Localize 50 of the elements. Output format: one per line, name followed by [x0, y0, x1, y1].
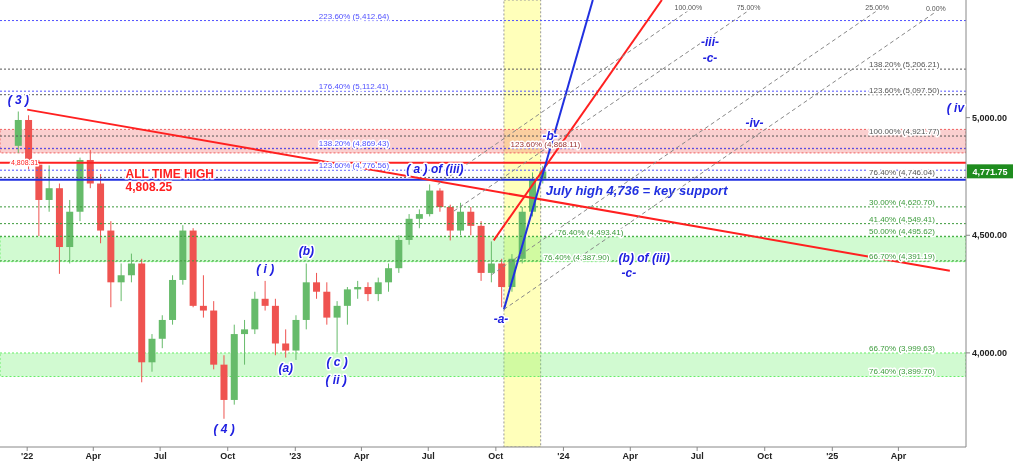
annotation: 76.40% (4,746.04): [869, 168, 936, 178]
annotation: (b): [298, 244, 314, 259]
x-tick-label: '23: [289, 451, 302, 462]
annotation: ( 4 ): [213, 421, 235, 436]
annotation: ( i ): [256, 261, 275, 276]
annotation: 50.00% (4,495.62): [869, 227, 936, 237]
annotation: -a-: [493, 312, 509, 327]
annotation: (b) of (iii): [618, 250, 670, 265]
annotation: -iii-: [701, 35, 720, 50]
annotation: -c-: [621, 266, 637, 281]
annotation: ( c ): [326, 354, 348, 369]
x-tick-label: Oct: [220, 451, 236, 462]
x-tick-label: Jul: [690, 451, 704, 462]
annotation: 138.20% (5,206.21): [869, 60, 940, 70]
y-tick-label: 5,000.00: [972, 112, 1008, 123]
x-tick-label: '22: [21, 451, 34, 462]
annotation: 66.70% (3,999.63): [869, 343, 936, 353]
x-tick-label: Jul: [421, 451, 435, 462]
x-tick-label: Apr: [353, 451, 370, 462]
x-tick-label: '24: [557, 451, 570, 462]
annotation: ( iv: [946, 100, 966, 115]
annotation: 123.60% (5,097.50): [869, 85, 940, 95]
x-tick-label: '25: [826, 451, 839, 462]
annotation: 123.60% (4,776.56): [318, 161, 390, 171]
annotation: (a): [278, 360, 294, 375]
ref-line-label: ALL TIME HIGH 4,808.25: [125, 166, 215, 194]
annotation: 138.20% (4,869.43): [318, 139, 390, 149]
annotation: 76.40% (4,493.41): [557, 227, 624, 237]
x-tick-label: Apr: [85, 451, 102, 462]
x-tick-label: Oct: [757, 451, 773, 462]
y-tick-label: 4,500.00: [972, 230, 1008, 241]
x-tick-label: Apr: [890, 451, 907, 462]
x-tick-label: Jul: [153, 451, 167, 462]
ref-line-label: July high 4,736 = key support: [545, 182, 729, 198]
annotation: 41.40% (4,549.41): [869, 214, 936, 224]
annotation: ( 3 ): [7, 92, 30, 107]
text: 4,771.75: [972, 167, 1008, 178]
y-tick-label: 4,000.00: [972, 348, 1008, 359]
x-tick-label: Apr: [622, 451, 639, 462]
annotation: -iv-: [745, 115, 764, 130]
annotation: -c-: [702, 51, 718, 66]
annotation: 176.40% (5,112.41): [318, 82, 389, 92]
annotation: 76.40% (3,899.70): [869, 367, 936, 377]
annotation: 30.00% (4,620.70): [869, 197, 936, 207]
annotation: ( a ) of (iii): [406, 162, 464, 177]
annotation: 100.00% (4,921.77): [869, 127, 940, 137]
annotation: ( ii ): [325, 372, 347, 387]
x-tick-label: Oct: [488, 451, 504, 462]
annotation: 76.40% (4,387.90): [543, 252, 610, 262]
annotation: 223.60% (5,412.64): [318, 11, 390, 21]
